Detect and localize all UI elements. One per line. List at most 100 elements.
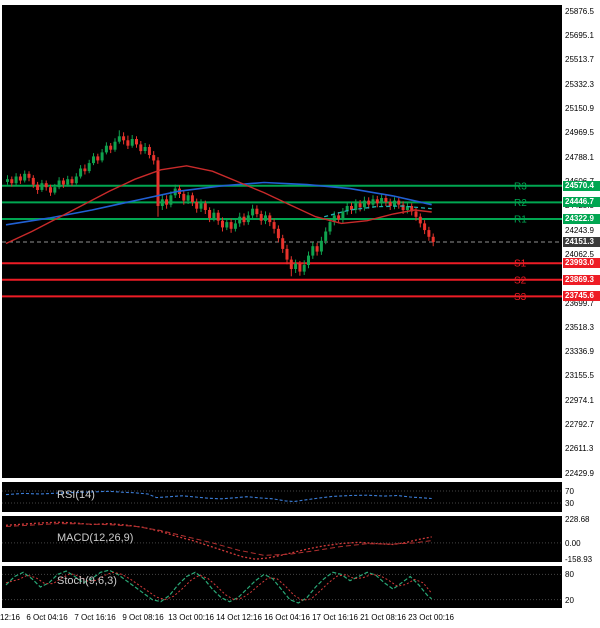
level-label-S1: S1 bbox=[514, 259, 527, 270]
candle-body bbox=[100, 152, 104, 161]
support-price-box-S1: 23993.0 bbox=[563, 258, 600, 269]
candle-body bbox=[74, 176, 78, 184]
time-tick: 17 Oct 16:16 bbox=[312, 613, 358, 622]
macd-chart-canvas bbox=[2, 521, 562, 560]
candle-body bbox=[18, 176, 22, 181]
candle-body bbox=[375, 199, 379, 204]
candle-body bbox=[337, 215, 341, 220]
candle-body bbox=[276, 228, 280, 239]
rsi-tick: 30 bbox=[565, 499, 574, 508]
candle-body bbox=[281, 238, 285, 249]
candle-body bbox=[294, 263, 298, 269]
candle-body bbox=[332, 215, 336, 223]
candle-body bbox=[242, 216, 246, 223]
candle-body bbox=[225, 222, 229, 228]
stoch-tick: 80 bbox=[565, 570, 574, 580]
candle-body bbox=[23, 173, 27, 181]
candle-body bbox=[49, 187, 52, 193]
candle-body bbox=[302, 264, 306, 272]
candle-body bbox=[414, 211, 418, 217]
candle-body bbox=[104, 145, 108, 153]
resistance-price-box-R1: 24322.9 bbox=[563, 214, 600, 224]
price-tick: 24788.1 bbox=[565, 152, 594, 162]
candle-body bbox=[272, 222, 276, 229]
time-tick: 12:16 bbox=[0, 613, 21, 622]
candle-body bbox=[126, 140, 130, 146]
candle-body bbox=[345, 206, 349, 212]
rsi-chart-canvas bbox=[2, 490, 562, 504]
level-label-R2: R2 bbox=[514, 198, 527, 209]
candle-body bbox=[362, 200, 366, 208]
rsi-panel: RSI(14) bbox=[2, 482, 562, 512]
time-tick: 9 Oct 08:16 bbox=[122, 613, 164, 622]
candle-body bbox=[44, 183, 48, 188]
candle-body bbox=[87, 163, 91, 172]
candle-body bbox=[358, 203, 362, 208]
candle-body bbox=[410, 206, 414, 212]
rsi-tick: 70 bbox=[565, 487, 574, 496]
candle-body bbox=[311, 246, 315, 256]
macd-tick: -158.93 bbox=[565, 555, 593, 565]
candle-body bbox=[315, 246, 319, 252]
candle-body bbox=[246, 215, 250, 223]
rsi-rsi-line bbox=[5, 490, 432, 503]
candle-body bbox=[152, 155, 156, 161]
candle-body bbox=[431, 236, 435, 242]
current-price-box: 24151.3 bbox=[563, 236, 600, 247]
candle-body bbox=[160, 199, 164, 206]
candle-body bbox=[113, 141, 117, 150]
macd-title: MACD(12,26,9) bbox=[57, 532, 134, 544]
macd-tick: 228.68 bbox=[565, 515, 590, 525]
candle-body bbox=[405, 206, 409, 210]
candle-body bbox=[70, 179, 74, 184]
candle-body bbox=[57, 180, 61, 188]
price-tick: 25513.7 bbox=[565, 55, 594, 65]
price-tick: 22792.7 bbox=[565, 420, 594, 430]
price-tick: 24969.5 bbox=[565, 128, 594, 138]
price-tick: 23336.9 bbox=[565, 347, 594, 357]
macd-tick: 0.00 bbox=[565, 538, 581, 548]
candle-body bbox=[229, 222, 233, 229]
candle-body bbox=[195, 202, 199, 209]
candle-body bbox=[10, 179, 14, 184]
candle-body bbox=[285, 248, 289, 260]
candle-body bbox=[354, 203, 358, 210]
time-tick: 13 Oct 00:16 bbox=[168, 613, 214, 622]
stoch-d-line bbox=[5, 571, 433, 601]
candle-body bbox=[264, 215, 267, 221]
time-tick: 14 Oct 12:16 bbox=[216, 613, 262, 622]
level-label-S2: S2 bbox=[514, 275, 527, 286]
price-tick: 23881.1 bbox=[565, 274, 594, 284]
candle-body bbox=[418, 216, 422, 224]
candle-body bbox=[182, 193, 186, 201]
candle-body bbox=[36, 184, 40, 190]
resistance-price-box-R3: 24570.4 bbox=[563, 180, 600, 191]
candle-body bbox=[251, 208, 255, 216]
price-tick: 25695.1 bbox=[565, 31, 594, 41]
price-tick: 24062.5 bbox=[565, 249, 594, 259]
candle-body bbox=[53, 187, 57, 193]
candle-body bbox=[259, 214, 263, 221]
price-tick: 24243.9 bbox=[565, 225, 594, 235]
level-label-R3: R3 bbox=[514, 181, 527, 192]
candle-body bbox=[109, 145, 113, 150]
candle-body bbox=[169, 195, 173, 205]
macd-signal-line bbox=[5, 523, 432, 556]
ma_red-line bbox=[5, 165, 432, 245]
candle-body bbox=[380, 198, 384, 204]
candle-body bbox=[156, 160, 160, 206]
candle-body bbox=[401, 204, 405, 211]
candle-body bbox=[40, 183, 44, 190]
candle-body bbox=[233, 223, 237, 229]
candle-body bbox=[27, 173, 31, 178]
candle-body bbox=[6, 179, 9, 182]
candle-body bbox=[143, 147, 147, 151]
candle-body bbox=[31, 177, 35, 185]
stoch-title: Stoch(9,6,3) bbox=[57, 575, 117, 587]
macd-macd-line bbox=[5, 521, 432, 560]
candle-body bbox=[268, 215, 272, 223]
main-price-chart-panel: R3 R2 R1 S1 S2 S3 bbox=[2, 5, 562, 478]
candle-body bbox=[165, 199, 169, 205]
candle-body bbox=[117, 136, 121, 142]
time-tick: 16 Oct 04:16 bbox=[264, 613, 310, 622]
